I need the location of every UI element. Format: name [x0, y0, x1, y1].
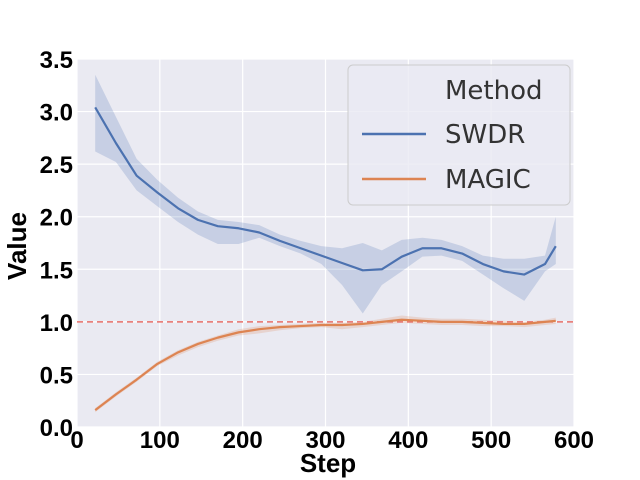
- x-tick-labels: 0 100 200 300 400 500 600: [70, 427, 594, 454]
- series-lines: [94, 106, 557, 412]
- x-axis-label: Step: [300, 448, 356, 478]
- y-tick-label: 2.0: [40, 205, 73, 232]
- x-tick-label: 500: [471, 427, 511, 454]
- y-tick-label: 1.5: [40, 257, 73, 284]
- swdr-band: [95, 74, 556, 314]
- magic-line: [94, 318, 556, 412]
- y-tick-label: 2.5: [40, 152, 73, 179]
- x-tick-label: 600: [554, 427, 594, 454]
- y-tick-label: 0.5: [40, 362, 73, 389]
- x-tick-label: 300: [305, 427, 345, 454]
- legend: Method SWDR MAGIC: [347, 64, 571, 206]
- legend-label-swdr: SWDR: [445, 120, 525, 150]
- legend-box: [347, 64, 571, 206]
- y-tick-label: 0.0: [40, 415, 73, 442]
- swdr-line: [94, 106, 557, 276]
- y-tick-label: 3.5: [40, 47, 73, 74]
- y-tick-labels: 0.0 0.5 1.0 1.5 2.0 2.5 3.0 3.5: [40, 47, 73, 442]
- x-tick-label: 400: [388, 427, 428, 454]
- legend-label-magic: MAGIC: [445, 165, 531, 195]
- legend-title: Method: [445, 76, 543, 106]
- y-tick-label: 3.0: [40, 100, 73, 127]
- y-axis-label: Value: [2, 212, 32, 280]
- y-tick-label: 1.0: [40, 310, 73, 337]
- x-tick-label: 200: [223, 427, 263, 454]
- x-tick-label: 100: [140, 427, 180, 454]
- x-tick-label: 0: [70, 427, 83, 454]
